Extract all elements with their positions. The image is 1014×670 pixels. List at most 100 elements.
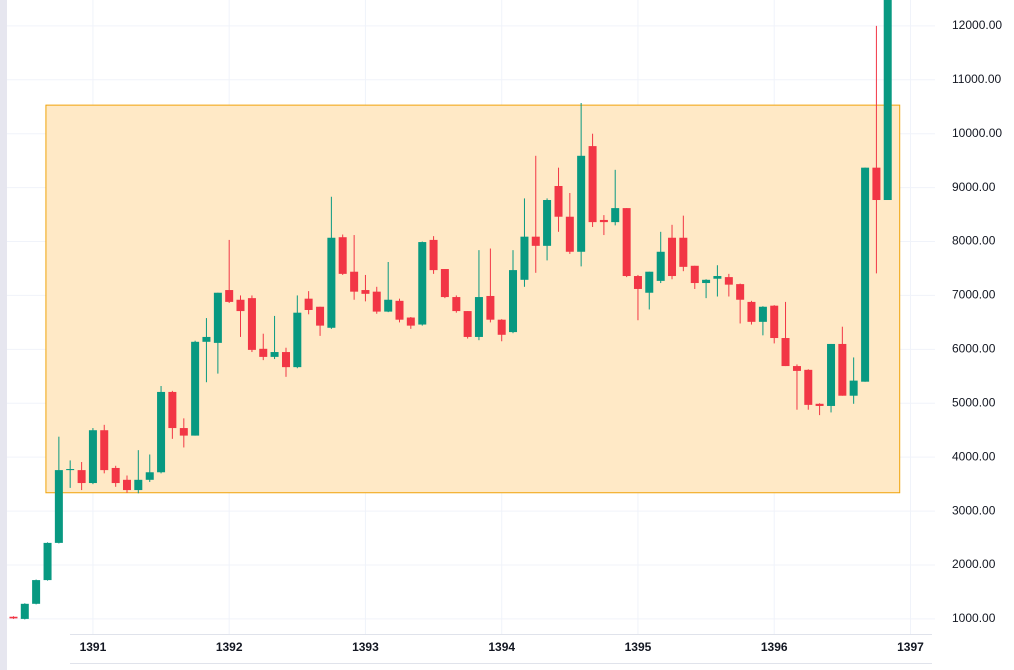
y-tick-label: 10000.00 xyxy=(952,126,1002,140)
y-tick-label: 1000.00 xyxy=(952,611,996,625)
candle-body xyxy=(792,366,801,371)
candle-body xyxy=(9,616,18,619)
range-box xyxy=(45,104,901,494)
candle-body xyxy=(20,603,29,619)
candle-body xyxy=(88,430,97,484)
candle-body xyxy=(225,290,234,302)
candle-body xyxy=(406,317,415,326)
y-tick-label: 5000.00 xyxy=(952,395,996,409)
candle-body xyxy=(690,265,699,284)
candle-body xyxy=(883,0,892,201)
candle-body xyxy=(474,297,483,337)
candle-body xyxy=(747,301,756,322)
candle-body xyxy=(270,352,279,357)
y-tick-label: 4000.00 xyxy=(952,449,996,463)
candle-body xyxy=(134,479,143,491)
left-edge xyxy=(0,0,7,670)
candle-body xyxy=(565,216,574,252)
candle-body xyxy=(361,290,370,294)
candle-body xyxy=(282,352,291,368)
candle-body xyxy=(486,295,495,320)
x-tick-label: 1393 xyxy=(352,640,379,654)
candle-body xyxy=(213,292,222,343)
candle-body xyxy=(66,469,75,471)
axis-labels: 1000.00 2000.00 3000.00 4000.00 5000.00 6000.… xyxy=(80,18,1003,654)
candle-body xyxy=(543,200,552,246)
candle-body xyxy=(327,237,336,328)
x-tick-label: 1396 xyxy=(761,640,788,654)
candle-body xyxy=(179,428,188,436)
candle-body xyxy=(509,270,518,333)
candle-body xyxy=(633,276,642,289)
y-tick-label: 12000.00 xyxy=(952,18,1002,32)
candle-body xyxy=(236,299,245,312)
candle-body xyxy=(645,271,654,293)
candle-body xyxy=(599,219,608,223)
candle-body xyxy=(372,291,381,312)
y-tick-label: 2000.00 xyxy=(952,557,996,571)
x-tick-label: 1395 xyxy=(625,640,652,654)
candle-body xyxy=(100,430,109,471)
candle-body xyxy=(247,298,256,350)
candle-body xyxy=(861,167,870,382)
candle-body xyxy=(418,242,427,325)
candle-body xyxy=(202,336,211,342)
candle-body xyxy=(531,236,540,246)
candle-body xyxy=(702,279,711,284)
candle-body xyxy=(588,146,597,223)
candle-body xyxy=(713,276,722,279)
candle-body xyxy=(497,319,506,335)
candle-body xyxy=(781,338,790,367)
candle-body xyxy=(54,470,63,543)
candle-body xyxy=(656,251,665,281)
candle-body xyxy=(463,311,472,337)
candle-body xyxy=(293,312,302,368)
candle-body xyxy=(338,237,347,274)
candle-body xyxy=(736,284,745,300)
candle-body xyxy=(384,299,393,312)
candle-body xyxy=(668,237,677,277)
candle-body xyxy=(815,403,824,406)
candle-body xyxy=(395,300,404,320)
candle-body xyxy=(122,479,131,491)
candle-body xyxy=(770,305,779,339)
candle-body xyxy=(622,208,631,277)
candle-body xyxy=(77,470,86,484)
candle-body xyxy=(157,391,166,473)
candle-body xyxy=(440,269,449,298)
x-tick-label: 1394 xyxy=(488,640,515,654)
candle-body xyxy=(724,277,733,285)
candle-body xyxy=(304,298,313,310)
plot-area xyxy=(9,0,901,620)
y-tick-label: 11000.00 xyxy=(952,72,1001,86)
candle-body xyxy=(849,380,858,396)
candle-body xyxy=(679,237,688,267)
candle-body xyxy=(838,343,847,396)
y-tick-label: 6000.00 xyxy=(952,342,996,356)
candle-body xyxy=(611,208,620,223)
candle-body xyxy=(554,185,563,217)
x-tick-label: 1397 xyxy=(897,640,924,654)
candle-body xyxy=(111,467,120,484)
candle-body xyxy=(577,155,586,252)
candle-body xyxy=(145,472,154,480)
x-tick-label: 1391 xyxy=(80,640,107,654)
candle-body xyxy=(316,306,325,326)
candle-body xyxy=(827,343,836,406)
candle-body xyxy=(758,306,767,322)
candle-body xyxy=(350,271,359,292)
candle-body xyxy=(191,341,200,436)
x-tick-label: 1392 xyxy=(216,640,243,654)
candle-body xyxy=(872,167,881,201)
y-tick-label: 8000.00 xyxy=(952,234,996,248)
candle-body xyxy=(259,348,268,357)
candle-body xyxy=(32,580,41,604)
candle-body xyxy=(429,239,438,271)
candle-body xyxy=(43,542,52,581)
candle-body xyxy=(452,297,461,312)
y-tick-label: 9000.00 xyxy=(952,180,996,194)
y-tick-label: 3000.00 xyxy=(952,503,996,517)
candle-body xyxy=(168,391,177,429)
candle-body xyxy=(804,369,813,405)
